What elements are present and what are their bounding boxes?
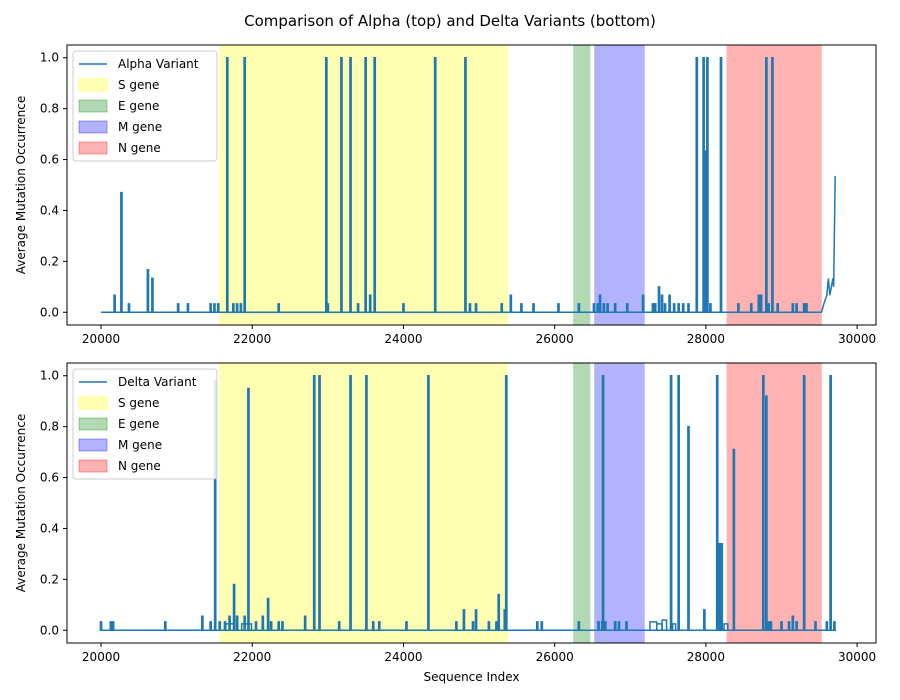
- x-tick-label: 20000: [82, 650, 120, 664]
- legend-label-m: M gene: [118, 438, 162, 452]
- legend-swatch-m: [78, 438, 108, 452]
- x-tick-label: 22000: [233, 332, 271, 346]
- legend-label-e: E gene: [118, 99, 159, 113]
- plot-frame: [66, 362, 877, 644]
- gene-region-m: [594, 45, 645, 325]
- series-step-2: [649, 621, 658, 631]
- legend-swatch-m: [78, 120, 108, 134]
- gene-region-s: [219, 363, 509, 643]
- gene-region-n: [726, 45, 822, 325]
- y-axis-label: Average Mutation Occurrence: [14, 414, 28, 593]
- legend-swatch-n: [78, 459, 108, 473]
- y-tick-label: 0.8: [40, 102, 59, 116]
- y-tick-label: 0.6: [40, 471, 59, 485]
- legend-label-n: N gene: [118, 459, 161, 473]
- gene-region-n: [726, 363, 822, 643]
- legend-box: [72, 50, 218, 162]
- y-tick-label: 0.4: [40, 521, 59, 535]
- legend-swatch-s: [78, 396, 108, 410]
- x-tick-label: 26000: [536, 650, 574, 664]
- alpha-chart-panel: 20000 22000 24000 26000 28000 30000 0.0 0.2 0.4 0…: [14, 44, 877, 346]
- legend: Delta Variant S gene E gene M gene N gene: [72, 368, 218, 480]
- legend-label-m: M gene: [118, 120, 162, 134]
- legend-swatch-n: [78, 141, 108, 155]
- delta-chart-panel: 20000 22000 24000 26000 28000 30000 0.0 0.2 0.4 0…: [14, 362, 877, 684]
- series-line-0: [101, 56, 836, 314]
- x-axis-label: Sequence Index: [423, 670, 519, 684]
- legend-label-s: S gene: [118, 396, 159, 410]
- series-step-4: [661, 619, 668, 631]
- legend-swatch-e: [78, 99, 108, 113]
- y-tick-label: 1.0: [40, 51, 59, 65]
- legend-box: [72, 368, 218, 480]
- x-tick-label: 20000: [82, 332, 120, 346]
- y-axis-label: Average Mutation Occurrence: [14, 96, 28, 275]
- x-tick-label: 24000: [384, 332, 422, 346]
- gene-region-e: [573, 45, 591, 325]
- gene-region-s: [219, 45, 509, 325]
- y-tick-label: 1.0: [40, 369, 59, 383]
- legend-label-e: E gene: [118, 417, 159, 431]
- series-line-0: [99, 374, 836, 632]
- y-tick-label: 0.0: [40, 623, 59, 637]
- x-tick-label: 24000: [384, 650, 422, 664]
- x-tick-label: 28000: [687, 650, 725, 664]
- legend: Alpha Variant S gene E gene M gene N gene: [72, 50, 218, 162]
- y-tick-label: 0.2: [40, 572, 59, 586]
- legend-swatch-e: [78, 417, 108, 431]
- series-step-1: [240, 623, 253, 631]
- series-step-0: [225, 623, 235, 631]
- y-tick-label: 0.8: [40, 420, 59, 434]
- y-tick-label: 0.2: [40, 254, 59, 268]
- x-tick-label: 28000: [687, 332, 725, 346]
- x-tick-label: 26000: [536, 332, 574, 346]
- x-tick-label: 22000: [233, 650, 271, 664]
- y-tick-label: 0.4: [40, 203, 59, 217]
- x-tick-label: 30000: [838, 332, 876, 346]
- plot-frame: [66, 44, 877, 326]
- legend-swatch-s: [78, 78, 108, 92]
- legend-label-s: S gene: [118, 78, 159, 92]
- gene-region-e: [573, 363, 591, 643]
- x-tick-label: 30000: [838, 650, 876, 664]
- figure-title: Comparison of Alpha (top) and Delta Vari…: [244, 12, 656, 30]
- series-step-6: [723, 623, 729, 631]
- y-tick-label: 0.6: [40, 153, 59, 167]
- series-step-3: [655, 623, 663, 631]
- legend-series-label: Alpha Variant: [118, 57, 199, 71]
- series-step-5: [671, 623, 677, 631]
- legend-series-label: Delta Variant: [118, 375, 197, 389]
- y-tick-label: 0.0: [40, 305, 59, 319]
- legend-label-n: N gene: [118, 141, 161, 155]
